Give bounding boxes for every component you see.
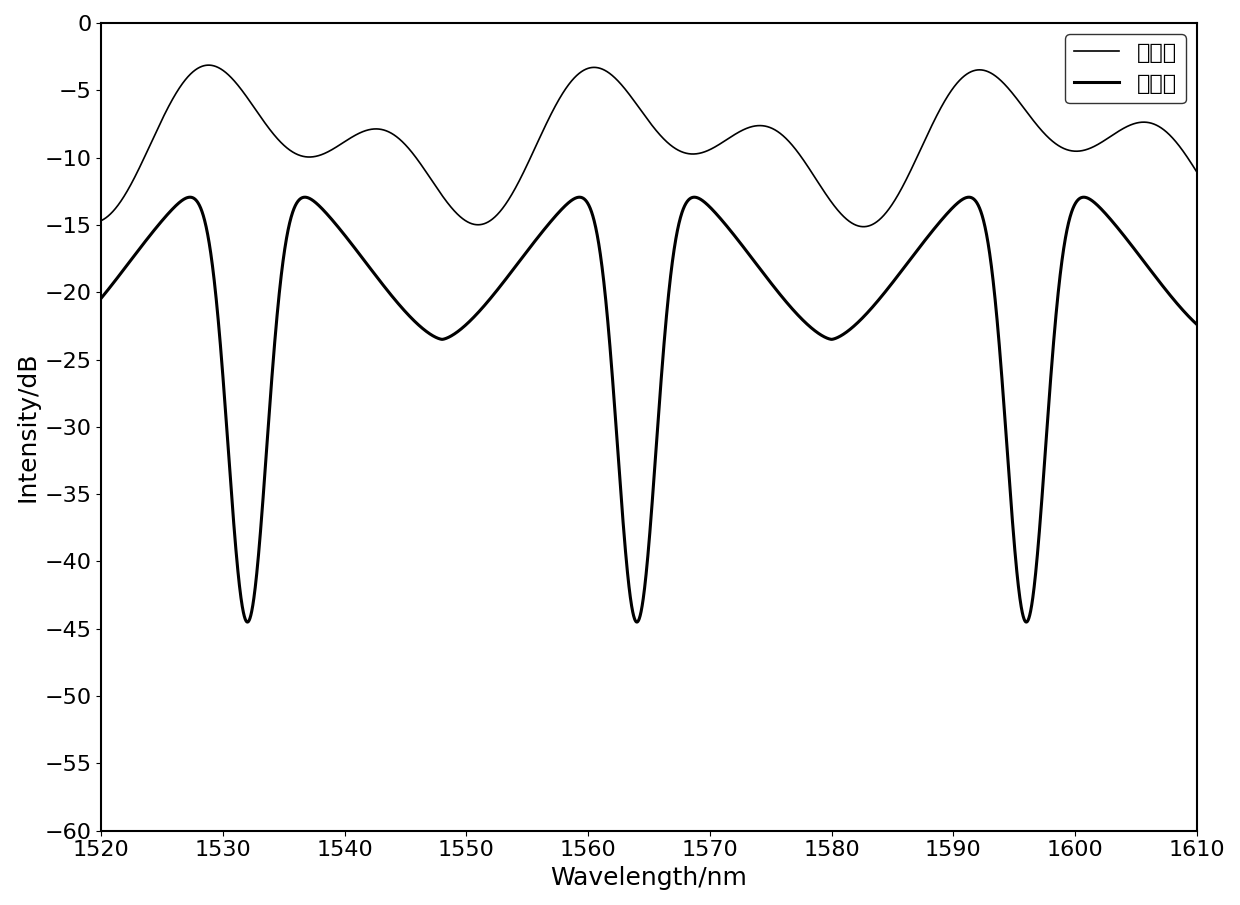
- 反射谱: [293, 150, 308, 161]
- 反射谱: [806, 170, 821, 181]
- 透射谱: [94, 292, 109, 303]
- 反射谱: [856, 221, 870, 232]
- 反射谱: [512, 174, 527, 185]
- 反射谱: [751, 120, 766, 131]
- 反射谱: [911, 148, 926, 158]
- 反射谱: [1189, 167, 1204, 177]
- 反射谱: [94, 215, 109, 226]
- X-axis label: Wavelength/nm: Wavelength/nm: [551, 866, 748, 890]
- 透射谱: [807, 325, 822, 336]
- 透射谱: [293, 194, 308, 205]
- Line: 透射谱: 透射谱: [102, 197, 1197, 622]
- 透射谱: [687, 192, 702, 203]
- 反射谱: [994, 77, 1009, 88]
- 透射谱: [512, 255, 527, 266]
- Legend: 反射谱, 透射谱: 反射谱, 透射谱: [1065, 34, 1185, 103]
- 透射谱: [630, 616, 645, 627]
- 反射谱: [201, 60, 216, 71]
- 透射谱: [911, 243, 926, 253]
- 透射谱: [994, 378, 1009, 389]
- 透射谱: [751, 262, 766, 272]
- 透射谱: [1189, 319, 1204, 329]
- Line: 反射谱: 反射谱: [102, 65, 1197, 226]
- Y-axis label: Intensity/dB: Intensity/dB: [15, 352, 38, 502]
